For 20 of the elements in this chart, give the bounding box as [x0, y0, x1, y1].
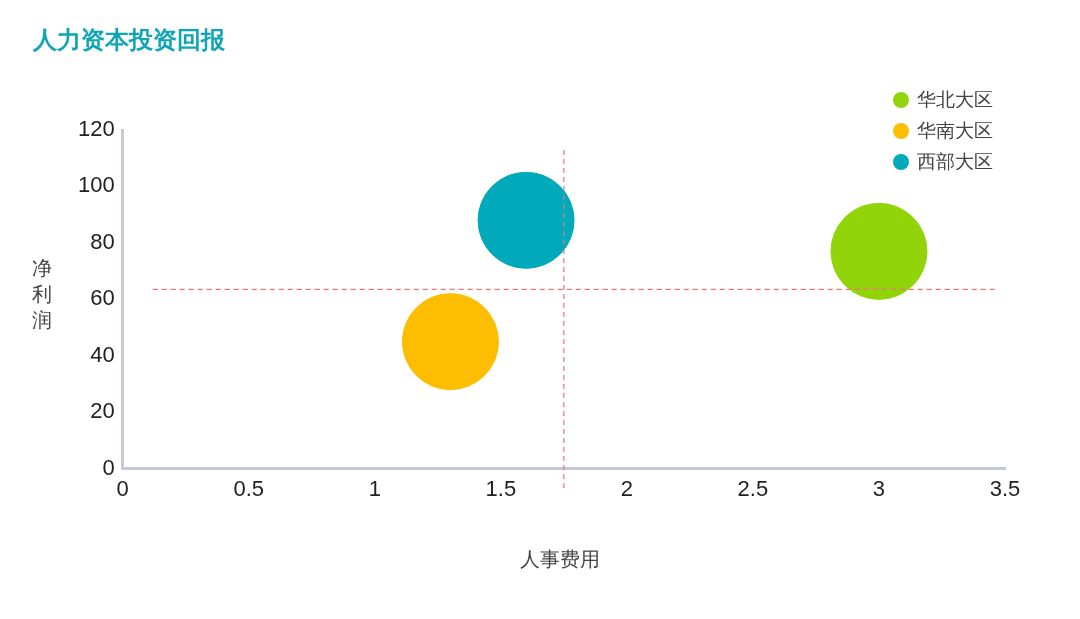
x-tick-label: 1: [368, 475, 381, 501]
y-tick-label: 80: [90, 228, 115, 254]
legend-label: 华北大区: [917, 86, 993, 112]
legend-label: 华南大区: [917, 117, 993, 143]
y-axis-title: 净利润: [31, 255, 53, 333]
x-tick-label: 3: [872, 475, 886, 501]
x-tick-label: 2.5: [737, 475, 769, 501]
x-tick-label: 3.5: [989, 475, 1021, 501]
x-tick-label: 2: [620, 475, 633, 501]
x-tick-label: 0.5: [233, 475, 265, 501]
legend-label: 西部大区: [917, 148, 993, 174]
chart-title: 人力资本投资回报: [33, 25, 225, 56]
y-tick-label: 100: [77, 172, 115, 198]
y-tick-label: 40: [90, 341, 115, 367]
x-axis-title: 人事费用: [519, 546, 601, 573]
y-tick-label: 20: [90, 398, 115, 424]
y-tick-label: 0: [102, 454, 115, 480]
y-tick-label: 60: [90, 285, 115, 311]
x-tick-label: 1.5: [485, 475, 517, 501]
y-tick-label: 120: [77, 116, 115, 142]
